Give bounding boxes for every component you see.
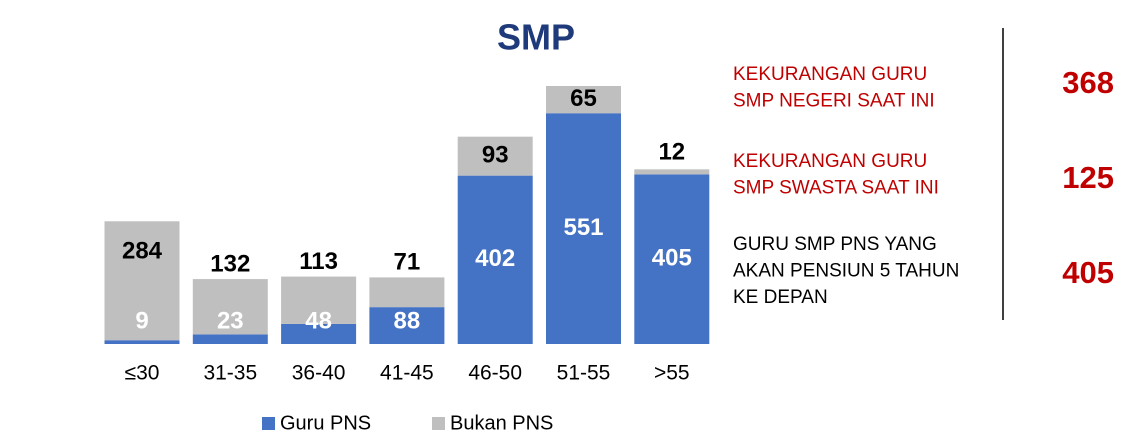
panel-text: KE DEPAN	[733, 287, 828, 308]
bar-segment	[369, 307, 445, 344]
x-tick-label: 46-50	[468, 362, 522, 385]
bar-segment	[546, 86, 621, 114]
x-tick-label: 31-35	[203, 362, 257, 385]
data-label: 65	[570, 85, 597, 112]
bar-segment	[457, 136, 533, 176]
chart-title: SMP	[497, 17, 575, 58]
data-label: 9	[135, 307, 148, 334]
data-label: 23	[217, 307, 244, 334]
panel-value: 125	[1062, 160, 1114, 195]
bar-segment	[369, 277, 445, 308]
panel-text: GURU SMP PNS YANG	[733, 234, 937, 255]
data-label: 402	[475, 245, 515, 272]
x-tick-label: >55	[654, 362, 690, 385]
data-label: 284	[122, 238, 163, 265]
x-tick-label: 36-40	[292, 362, 346, 385]
panel-value: 405	[1062, 255, 1114, 290]
bar-segment	[457, 175, 533, 344]
x-tick-label: 51-55	[557, 362, 611, 385]
panel-text: SMP NEGERI SAAT INI	[733, 91, 935, 112]
data-label: 71	[394, 249, 421, 276]
bar-segment	[281, 276, 357, 324]
bar-segment	[192, 334, 268, 344]
bar-segment	[104, 340, 180, 344]
panel-text: KEKURANGAN GURU	[733, 64, 927, 85]
panel-text: AKAN PENSIUN 5 TAHUN	[733, 261, 959, 282]
legend-swatch	[432, 417, 445, 430]
data-label: 12	[658, 139, 685, 166]
bar-segment	[634, 169, 710, 175]
panel-text: KEKURANGAN GURU	[733, 151, 927, 172]
legend-label: Guru PNS	[280, 412, 371, 434]
bar-segment	[104, 221, 180, 341]
x-tick-label: 41-45	[380, 362, 434, 385]
data-label: 113	[299, 248, 338, 275]
bar-segment	[192, 279, 268, 335]
data-label: 48	[305, 307, 332, 334]
legend-label: Bukan PNS	[450, 412, 553, 434]
data-label: 551	[563, 214, 603, 241]
data-label: 132	[210, 250, 250, 277]
x-tick-label: ≤30	[125, 362, 160, 385]
data-label: 88	[394, 307, 421, 334]
panel-value: 368	[1062, 65, 1114, 100]
bar-segment	[546, 113, 621, 344]
bar-segment	[281, 323, 357, 344]
panel-text: SMP SWASTA SAAT INI	[733, 178, 939, 199]
data-label: 405	[652, 245, 692, 272]
data-label: 93	[482, 141, 509, 168]
bar-segment	[634, 174, 710, 344]
legend-swatch	[262, 417, 275, 430]
